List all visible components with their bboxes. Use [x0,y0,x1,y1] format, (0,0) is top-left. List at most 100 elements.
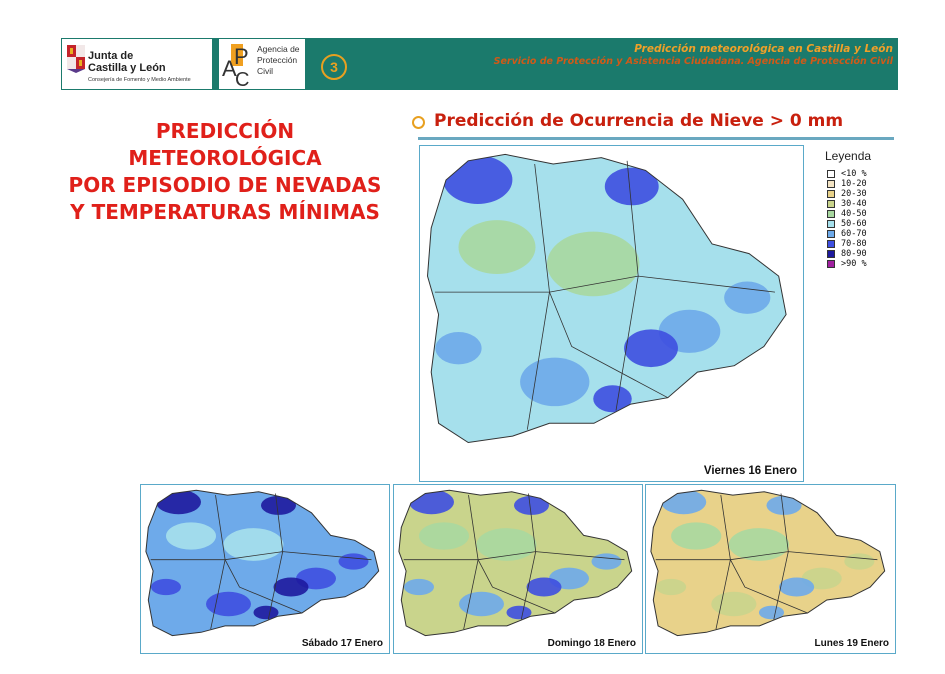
province-border [549,291,668,399]
probability-zone [591,553,622,570]
probability-zone [253,605,279,620]
snow-probability-map-graphic [398,489,633,637]
region-border [145,489,380,637]
legend-item: 20-30 [825,189,871,199]
svg-text:A: A [222,56,237,81]
probability-zone [624,329,678,368]
main-title-line: PREDICCIÓN [155,119,295,143]
legend-item: 10-20 [825,179,871,189]
legend-label: 30-40 [841,199,867,209]
legend: Leyenda <10 % 10-20 20-30 30-40 40-50 50-60 60… [825,149,871,269]
map-date-label: Domingo 18 Enero [547,638,636,649]
jcyl-logo-line1: Junta de [88,50,134,62]
probability-zone [728,528,790,561]
legend-label: 10-20 [841,179,867,189]
legend-label: 20-30 [841,189,867,199]
legend-label: 80-90 [841,249,867,259]
main-forecast-map: Viernes 16 Enero [419,145,804,482]
snow-probability-map-graphic [145,489,380,637]
probability-zone [547,231,640,297]
legend-label: 40-50 [841,209,867,219]
legend-item: <10 % [825,169,871,179]
legend-item: 30-40 [825,199,871,209]
province-border [150,551,372,561]
apc-logo-line1: Agencia de [257,44,300,54]
map-fill [398,490,632,636]
legend-swatch [827,260,835,268]
legend-item: >90 % [825,259,871,269]
legend-swatch [827,190,835,198]
legend-swatch [827,210,835,218]
bullet-circle-icon [412,116,425,129]
probability-zone [206,591,251,617]
legend-item: 80-90 [825,249,871,259]
legend-label: 60-70 [841,229,867,239]
probability-zone [711,591,757,617]
svg-text:C: C [235,69,249,88]
probability-zone [151,578,181,596]
legend-swatch [827,250,835,258]
probability-zone [273,577,309,597]
province-border [403,551,625,561]
coat-of-arms-icon [67,45,85,73]
junta-castilla-leon-logo: Junta de Castilla y León Consejería de F… [61,38,213,90]
probability-zone [261,495,296,515]
probability-zone [758,605,785,620]
probability-zone [526,577,562,597]
slide-number-badge: 3 [321,54,347,80]
probability-zone [520,357,590,407]
apc-logo-icon: A P C [222,44,249,88]
map-fill [650,490,885,636]
jcyl-logo-line2: Castilla y León [88,62,166,74]
forecast-map-sabado: Sábado 17 Enero [140,484,390,654]
snow-probability-map-graphic [650,489,886,637]
probability-zone [409,490,454,515]
legend-swatch [827,180,835,188]
agencia-proteccion-civil-logo: A P C Agencia de Protección Civil [218,38,306,90]
legend-swatch [827,240,835,248]
probability-zone [656,578,687,596]
header-title: Predicción meteorológica en Castilla y L… [634,43,893,55]
probability-zone [156,490,201,515]
probability-zone [443,155,513,204]
legend-item: 40-50 [825,209,871,219]
probability-zone [506,605,532,620]
title-underline [418,137,894,140]
probability-zone [661,490,707,515]
legend-item: 70-80 [825,239,871,249]
apc-logo-line3: Civil [257,66,274,76]
probability-zone [514,495,549,515]
map-section-title: Predicción de Ocurrencia de Nieve > 0 mm [434,111,844,131]
probability-zone [435,332,482,365]
legend-swatch [827,170,835,178]
main-title-line: METEOROLÓGICA [128,146,322,170]
map-date-label: Viernes 16 Enero [703,465,797,477]
province-border [477,559,556,614]
snow-probability-map-graphic [426,153,787,444]
probability-zone [459,591,504,617]
legend-swatch [827,220,835,228]
region-border [398,489,633,637]
legend-item: 50-60 [825,219,871,229]
map-date-label: Lunes 19 Enero [814,638,889,649]
probability-zone [779,577,815,597]
map-fill [145,490,379,636]
probability-zone [338,553,369,570]
svg-text:P: P [234,44,249,69]
province-border [730,559,808,614]
map-date-label: Sábado 17 Enero [301,638,383,649]
probability-zone [766,495,802,515]
region-border [426,153,787,444]
probability-zone [593,385,632,413]
probability-zone [671,522,722,550]
probability-zone [458,220,536,275]
main-title-line: POR EPISODIO DE NEVADAS [68,173,382,197]
legend-swatch [827,230,835,238]
forecast-map-lunes: Lunes 19 Enero [645,484,896,654]
probability-zone [419,522,469,550]
province-border [655,551,878,561]
apc-logo-line2: Protección [257,55,298,65]
legend-label: >90 % [841,259,867,269]
legend-label: 70-80 [841,239,867,249]
probability-zone [223,528,284,561]
